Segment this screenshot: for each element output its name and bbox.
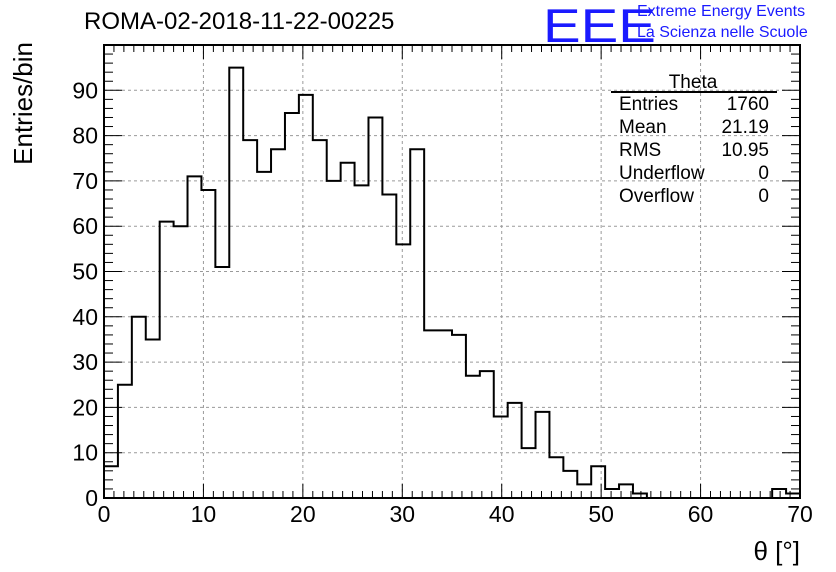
- stats-value: 1760: [727, 94, 769, 115]
- stats-label: Mean: [619, 117, 667, 138]
- x-tick-label: 60: [688, 501, 714, 527]
- x-tick-label: 0: [98, 501, 111, 527]
- stats-value: 21.19: [721, 117, 769, 138]
- stats-value: 0: [758, 163, 769, 184]
- logo-caption-line1: Extreme Energy Events: [637, 3, 806, 20]
- x-tick-label: 50: [588, 501, 614, 527]
- stats-value: 0: [758, 186, 769, 207]
- stats-label: RMS: [619, 140, 661, 161]
- y-tick-label: 40: [72, 304, 98, 330]
- stats-box: Theta Entries 1760 Mean 21.19 RMS 10.95 Underf…: [611, 72, 777, 207]
- y-tick-label: 20: [72, 394, 98, 420]
- x-tick-label: 10: [191, 501, 217, 527]
- x-tick-label: 40: [489, 501, 515, 527]
- x-tick-label: 70: [787, 501, 813, 527]
- eee-logo: EEE: [543, 0, 656, 52]
- chart-title: ROMA-02-2018-11-22-00225: [84, 8, 395, 35]
- y-tick-label: 50: [72, 259, 98, 285]
- y-tick-label: 0: [85, 485, 98, 511]
- stats-label: Entries: [619, 94, 678, 115]
- x-tick-labels: 0 10 20 30 40 50 60 70: [98, 501, 813, 527]
- axis-ticks: [103, 44, 801, 499]
- y-tick-label: 90: [72, 77, 98, 103]
- x-tick-label: 20: [290, 501, 316, 527]
- histogram-outline: [103, 66, 801, 499]
- grid-lines: [104, 45, 800, 498]
- x-axis-title: θ [°]: [753, 536, 800, 566]
- stats-label: Underflow: [619, 163, 705, 184]
- y-tick-label: 60: [72, 213, 98, 239]
- y-tick-label: 70: [72, 168, 98, 194]
- y-tick-label: 30: [72, 349, 98, 375]
- y-tick-labels: 0 10 20 30 40 50 60 70 80 90: [72, 77, 98, 511]
- stats-label: Overflow: [619, 186, 694, 207]
- logo-caption-line2: La Scienza nelle Scuole: [637, 24, 808, 41]
- stats-title: Theta: [669, 72, 718, 93]
- y-tick-label: 80: [72, 123, 98, 149]
- stats-value: 10.95: [721, 140, 769, 161]
- y-axis-title: Entries/bin: [8, 42, 38, 165]
- x-tick-label: 30: [389, 501, 415, 527]
- y-tick-label: 10: [72, 440, 98, 466]
